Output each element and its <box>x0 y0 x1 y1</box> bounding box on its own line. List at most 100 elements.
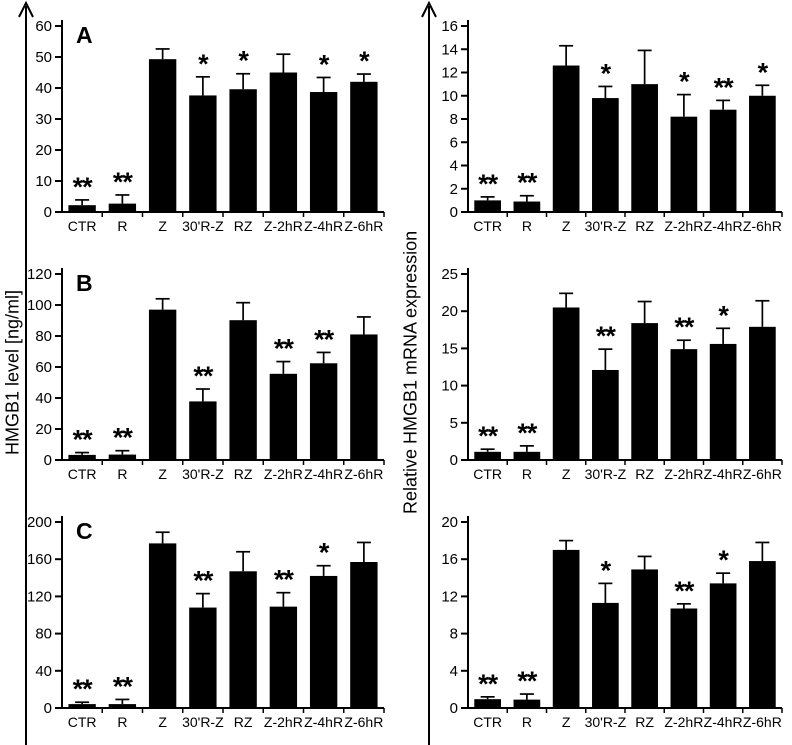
significance-marker: ** <box>73 674 94 704</box>
y-tick-label: 160 <box>28 551 52 568</box>
bar <box>229 320 257 460</box>
significance-marker: ** <box>274 565 295 595</box>
y-tick-label: 0 <box>44 204 52 221</box>
x-tick-label: R <box>522 714 532 730</box>
y-tick-label: 120 <box>28 588 52 605</box>
x-tick-label: RZ <box>234 466 253 482</box>
x-tick-label: Z <box>562 466 571 482</box>
bar <box>631 569 658 708</box>
bar <box>749 561 776 708</box>
bar <box>68 454 96 460</box>
y-tick-label: 30 <box>35 111 52 128</box>
bar <box>552 65 580 213</box>
y-tick-label: 120 <box>28 266 52 283</box>
y-tick-label: 12 <box>441 65 458 82</box>
bar <box>68 205 96 212</box>
bar <box>474 200 501 212</box>
right-y-axis-label: Relative HMGB1 mRNA expression <box>400 230 421 515</box>
y-tick-label: 15 <box>441 340 458 357</box>
x-tick-label: Z-6hR <box>344 714 383 730</box>
bar <box>631 84 658 212</box>
bar <box>350 561 378 708</box>
x-tick-label: Z-2hR <box>664 466 703 482</box>
bar <box>749 326 776 460</box>
bar <box>148 309 177 460</box>
bar <box>269 373 298 460</box>
significance-marker: ** <box>674 312 695 342</box>
bar <box>592 602 619 708</box>
bar <box>229 89 257 212</box>
y-tick-label: 0 <box>44 452 52 469</box>
bar <box>108 454 137 460</box>
significance-marker: ** <box>478 421 499 451</box>
y-tick-label: 16 <box>441 551 458 568</box>
significance-marker: * <box>758 57 769 87</box>
significance-marker: * <box>198 49 209 79</box>
bar <box>749 95 776 212</box>
significance-marker: ** <box>478 169 499 199</box>
bar <box>350 81 378 212</box>
x-tick-label: Z <box>158 714 167 730</box>
x-tick-label: 30'R-Z <box>585 218 627 234</box>
significance-marker: ** <box>193 361 214 391</box>
y-tick-label: 60 <box>35 359 52 376</box>
bar <box>68 704 96 708</box>
panel-letter: B <box>76 270 93 296</box>
significance-marker: ** <box>674 576 695 606</box>
x-tick-label: Z-4hR <box>304 218 343 234</box>
bar <box>552 549 580 708</box>
x-tick-label: CTR <box>473 218 502 234</box>
left-y-axis-arrow <box>18 0 34 745</box>
y-tick-label: 16 <box>441 18 458 35</box>
y-tick-label: 8 <box>450 111 458 128</box>
bar <box>108 704 137 708</box>
x-tick-label: Z-4hR <box>304 714 343 730</box>
bar <box>108 203 137 212</box>
bar <box>189 401 217 460</box>
y-tick-label: 4 <box>450 663 458 680</box>
x-tick-label: RZ <box>635 218 654 234</box>
x-tick-label: R <box>522 218 532 234</box>
bar <box>189 95 217 212</box>
significance-marker: ** <box>193 566 214 596</box>
y-tick-label: 25 <box>441 266 458 283</box>
bar <box>631 323 658 460</box>
bar <box>670 349 698 460</box>
significance-marker: * <box>238 46 249 76</box>
panel-letter: C <box>76 518 93 544</box>
significance-marker: ** <box>517 168 538 198</box>
significance-marker: * <box>319 538 330 568</box>
significance-marker: ** <box>314 324 335 354</box>
x-tick-label: Z-6hR <box>344 466 383 482</box>
y-tick-label: 20 <box>441 514 458 531</box>
bar <box>269 72 298 212</box>
y-tick-label: 0 <box>450 452 458 469</box>
bar <box>552 307 580 460</box>
y-tick-label: 20 <box>441 303 458 320</box>
bar <box>709 583 737 708</box>
significance-marker: ** <box>714 72 735 102</box>
x-tick-label: RZ <box>635 714 654 730</box>
bar <box>670 116 698 212</box>
significance-marker: ** <box>73 172 94 202</box>
x-tick-label: 30'R-Z <box>182 218 224 234</box>
significance-marker: ** <box>517 666 538 696</box>
x-tick-label: RZ <box>234 714 253 730</box>
significance-marker: ** <box>596 321 617 351</box>
y-tick-label: 2 <box>450 181 458 198</box>
y-tick-label: 4 <box>450 158 458 175</box>
significance-marker: ** <box>517 418 538 448</box>
y-tick-label: 6 <box>450 134 458 151</box>
bar <box>513 201 541 212</box>
x-tick-label: Z-2hR <box>664 218 703 234</box>
significance-marker: * <box>718 545 729 575</box>
x-tick-label: CTR <box>473 466 502 482</box>
y-tick-label: 0 <box>450 204 458 221</box>
significance-marker: ** <box>478 669 499 699</box>
y-tick-label: 20 <box>35 421 52 438</box>
y-tick-label: 200 <box>28 514 52 531</box>
